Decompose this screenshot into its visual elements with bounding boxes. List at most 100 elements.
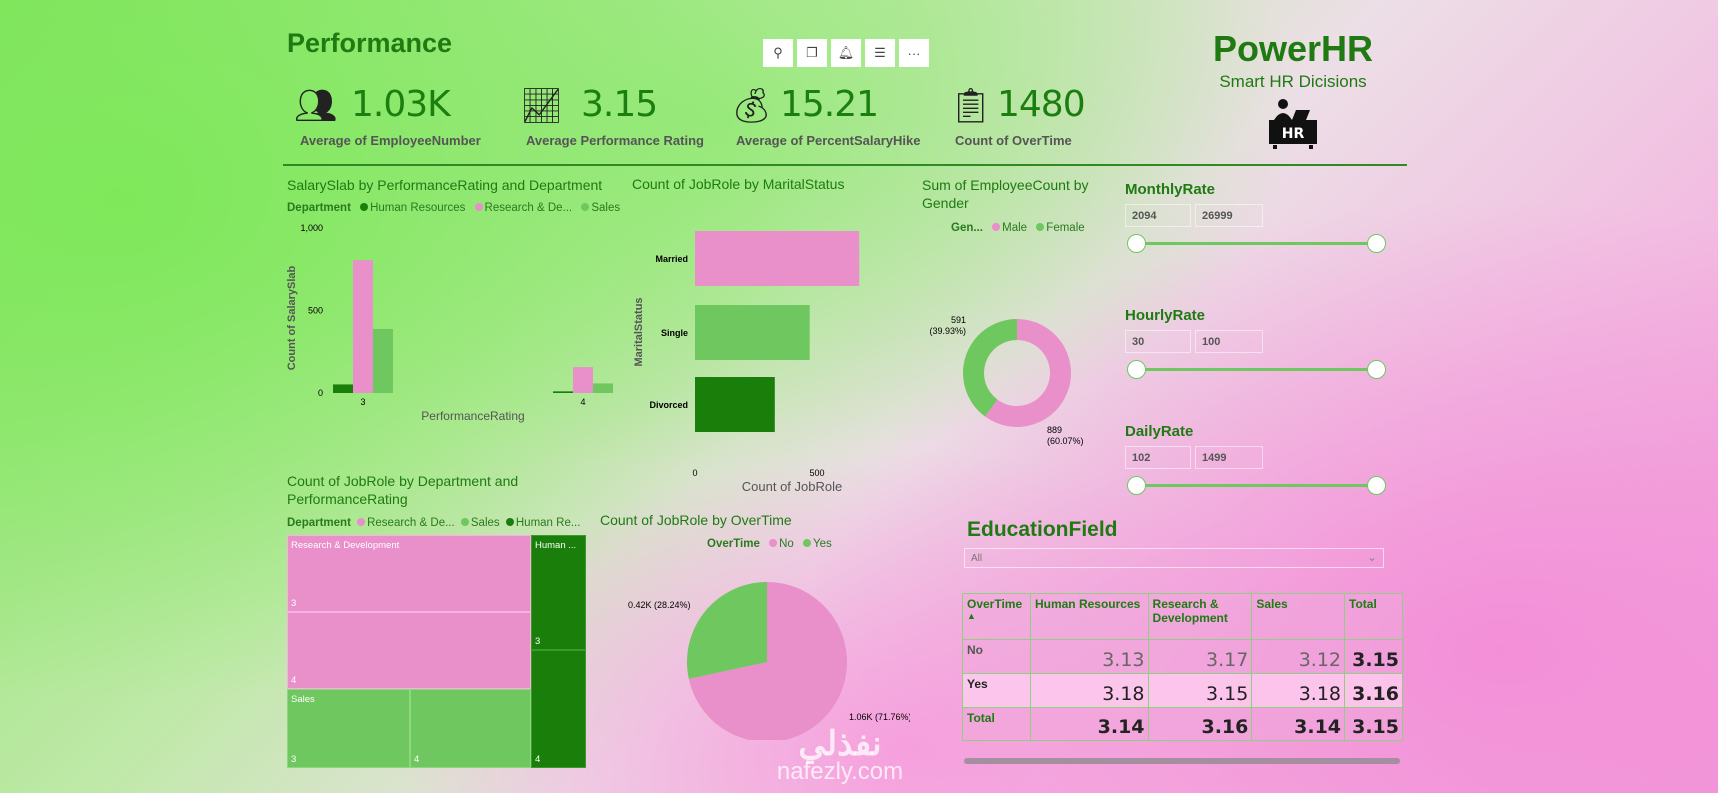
treemap-tile-rd-3[interactable]: Research & Development 3 [287,535,531,612]
tile-label: Sales [291,694,315,705]
more-icon[interactable]: ··· [899,39,929,67]
row-label: Total [962,707,1031,741]
bell-icon[interactable]: 🔔︎ [831,39,861,67]
legend-item[interactable]: Human Resources [370,202,466,214]
visual-toolbar: ⚲ ❐ 🔔︎ ☰ ··· [763,39,929,67]
slicer-max-input[interactable]: 26999 [1195,204,1263,227]
filter-icon[interactable]: ☰ [865,39,895,67]
slicer-max-handle[interactable] [1367,476,1386,495]
slicer-min-handle[interactable] [1127,360,1146,379]
bar[interactable] [353,260,373,393]
hr-desk-icon: HR [1269,99,1317,149]
matrix-cell: 3.18 [1251,673,1346,708]
slicer-track[interactable] [1136,242,1376,245]
treemap-tile-rd-4[interactable]: 4 [287,612,531,689]
slicer-min-input[interactable]: 30 [1125,330,1191,353]
treemap-tile-sales-4[interactable]: 4 [410,689,531,768]
slicer-min-input[interactable]: 2094 [1125,204,1191,227]
treemap-tile-hr-3[interactable]: Human ... 3 [531,535,586,650]
money-bag-icon: 💰︎ [730,87,774,125]
bar[interactable] [695,377,775,432]
marital-chart-title: Count of JobRole by MaritalStatus [632,176,845,192]
matrix-header[interactable]: OverTime ▲ [962,593,1031,640]
legend-item[interactable]: Research & De... [484,202,573,214]
education-slicer-title: EducationField [967,518,1118,541]
copy-icon[interactable]: ❐ [797,39,827,67]
x-axis-title: Count of JobRole [742,479,842,494]
header-label: OverTime [967,597,1023,611]
legend-item[interactable]: Female [1046,222,1085,234]
slicer-title: MonthlyRate [1125,181,1215,198]
slicer-track[interactable] [1136,484,1376,487]
bar[interactable] [695,305,810,360]
pin-icon[interactable]: ⚲ [763,39,793,67]
overtime-pie: 0.42K (28.24%) 1.06K (71.76%) [628,582,910,740]
page-title: Performance [287,28,453,58]
tile-label: 4 [535,754,541,765]
gender-chart-title: Sum of EmployeeCount by Gender [922,177,1089,211]
slicer-max-input[interactable]: 100 [1195,330,1263,353]
matrix-header[interactable]: Human Resources [1029,593,1149,640]
pie-slice[interactable] [687,582,767,679]
people-icon: 👥︎ [294,87,338,125]
treemap-tile-sales-3[interactable]: Sales 3 [287,689,410,768]
data-label: 0.42K (28.24%) [628,600,691,610]
salaryslab-chart: 0 500 1,000 Count of SalarySlab 3 4 Performanc… [286,223,613,423]
treemap: Research & Development 3 4 Sales 3 4 Hum… [287,535,587,768]
slicer-min-handle[interactable] [1127,234,1146,253]
treemap-tile-hr-4[interactable]: 4 [531,650,586,768]
slicer-track[interactable] [1136,368,1376,371]
data-label: 889 [1047,425,1062,435]
data-label: (39.93%) [929,326,966,336]
salaryslab-chart-title: SalarySlab by PerformanceRating and Depa… [287,177,603,193]
y-tick-label: Married [655,254,688,264]
data-label: 591 [951,315,966,325]
gender-donut: 591(39.93%) 889(60.07%) [929,315,1083,446]
header-label: Total [1349,597,1377,611]
bar[interactable] [553,391,573,393]
row-label: Yes [962,673,1031,708]
bar[interactable] [695,231,860,286]
matrix-cell: 3.15 [1344,707,1403,741]
pie-slice[interactable] [688,582,847,740]
matrix-scrollbar[interactable] [964,758,1400,764]
legend-title: Department [287,517,351,529]
bar[interactable] [333,384,353,393]
slicer-max-handle[interactable] [1367,234,1386,253]
header-label: Sales [1256,597,1288,611]
kpi-value: 15.21 [780,84,879,125]
legend-item[interactable]: Research & De... [367,517,455,529]
donut-slice[interactable] [963,319,1017,417]
sort-asc-icon[interactable]: ▲ [967,611,976,621]
x-axis-title: PerformanceRating [421,409,524,423]
donut-slice[interactable] [985,319,1071,427]
legend-item[interactable]: Sales [591,202,621,214]
slicer-min-input[interactable]: 102 [1125,446,1191,469]
matrix-cell: 3.17 [1147,639,1253,674]
growth-chart-icon: 📈︎ [520,87,564,125]
slicer-max-handle[interactable] [1367,360,1386,379]
legend-item[interactable]: Human Re... [515,517,581,529]
matrix-row: No 3.13 3.17 3.12 3.15 [962,639,1403,674]
matrix-cell: 3.15 [1147,673,1253,708]
matrix-header[interactable]: Research & Development [1147,593,1253,640]
bar[interactable] [373,328,393,393]
slicer-max-input[interactable]: 1499 [1195,446,1263,469]
kpi-value: 1480 [997,84,1086,125]
matrix-header[interactable]: Total [1344,593,1403,640]
brand: PowerHR Smart HR Dicisions HR [1173,28,1413,159]
bar[interactable] [593,383,613,393]
slicer-min-handle[interactable] [1127,476,1146,495]
legend-title: OverTime [707,538,760,550]
kpi-label: Average of PercentSalaryHike [736,133,921,148]
legend-item[interactable]: Sales [470,517,500,529]
treemap-legend: Department Research & De... Sales Human … [287,517,580,529]
kpi-value: 3.15 [581,84,658,125]
education-dropdown[interactable]: All ⌄ [964,548,1384,568]
header-label: Human Resources [1034,597,1141,611]
bar[interactable] [573,367,593,393]
legend-item[interactable]: Yes [812,538,832,550]
legend-item[interactable]: No [779,538,794,550]
matrix-header[interactable]: Sales [1251,593,1346,640]
legend-item[interactable]: Male [1002,222,1028,234]
